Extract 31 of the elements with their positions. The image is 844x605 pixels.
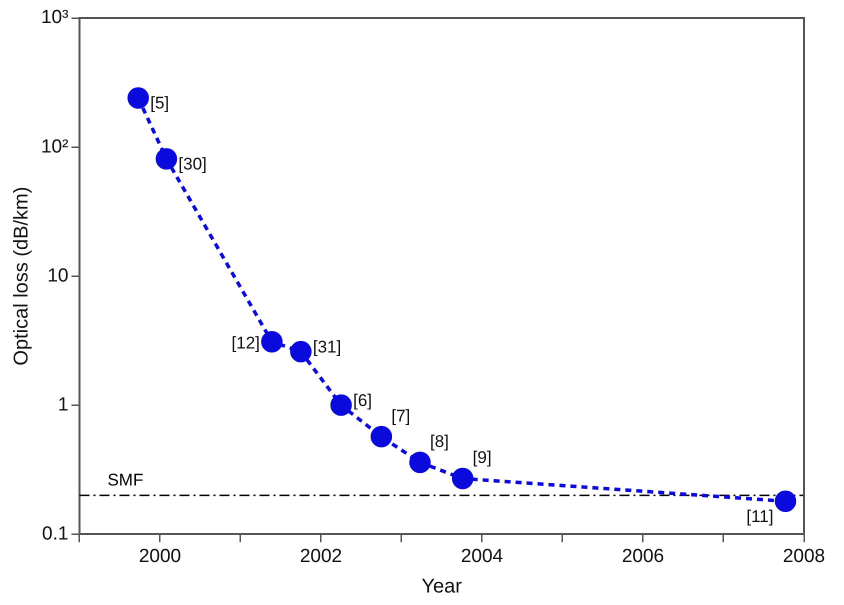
annotation: [8] bbox=[430, 432, 449, 452]
point bbox=[156, 148, 178, 170]
annotation: [30] bbox=[178, 154, 207, 174]
x-tick-label: 2006 bbox=[622, 546, 664, 567]
y-tick-label: 0.1 bbox=[42, 523, 68, 544]
x-tick-label: 2000 bbox=[138, 546, 182, 567]
x-tick-label: 2004 bbox=[460, 546, 504, 567]
y-tick-label: 1 bbox=[58, 394, 68, 416]
x-axis-title: Year bbox=[422, 576, 462, 598]
ref-line-label: SMF bbox=[107, 470, 144, 490]
point bbox=[452, 468, 474, 490]
point bbox=[370, 426, 392, 448]
point bbox=[330, 394, 352, 416]
y-tick-label: 10² bbox=[40, 136, 68, 158]
point bbox=[290, 340, 312, 362]
annotation: [12] bbox=[232, 333, 260, 352]
annotation: [11] bbox=[746, 506, 774, 526]
point bbox=[127, 87, 149, 109]
annotation: [7] bbox=[391, 406, 410, 426]
y-tick-label: 10 bbox=[47, 265, 68, 286]
point bbox=[261, 330, 283, 352]
annotation: [6] bbox=[353, 390, 372, 410]
y-axis-title: Optical loss (dB/km) bbox=[10, 186, 33, 366]
y-tick-label: 10³ bbox=[40, 7, 68, 28]
point bbox=[409, 452, 431, 474]
point bbox=[774, 490, 796, 512]
x-tick-label: 2008 bbox=[782, 546, 826, 567]
annotation: [31] bbox=[312, 337, 342, 356]
annotation: [9] bbox=[472, 448, 492, 468]
annotation: [5] bbox=[150, 94, 170, 113]
x-tick-label: 2002 bbox=[300, 546, 342, 567]
